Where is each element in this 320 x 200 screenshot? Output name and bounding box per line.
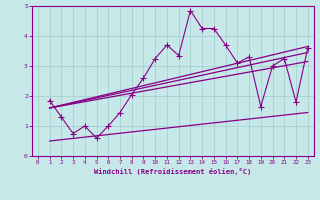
X-axis label: Windchill (Refroidissement éolien,°C): Windchill (Refroidissement éolien,°C) (94, 168, 252, 175)
